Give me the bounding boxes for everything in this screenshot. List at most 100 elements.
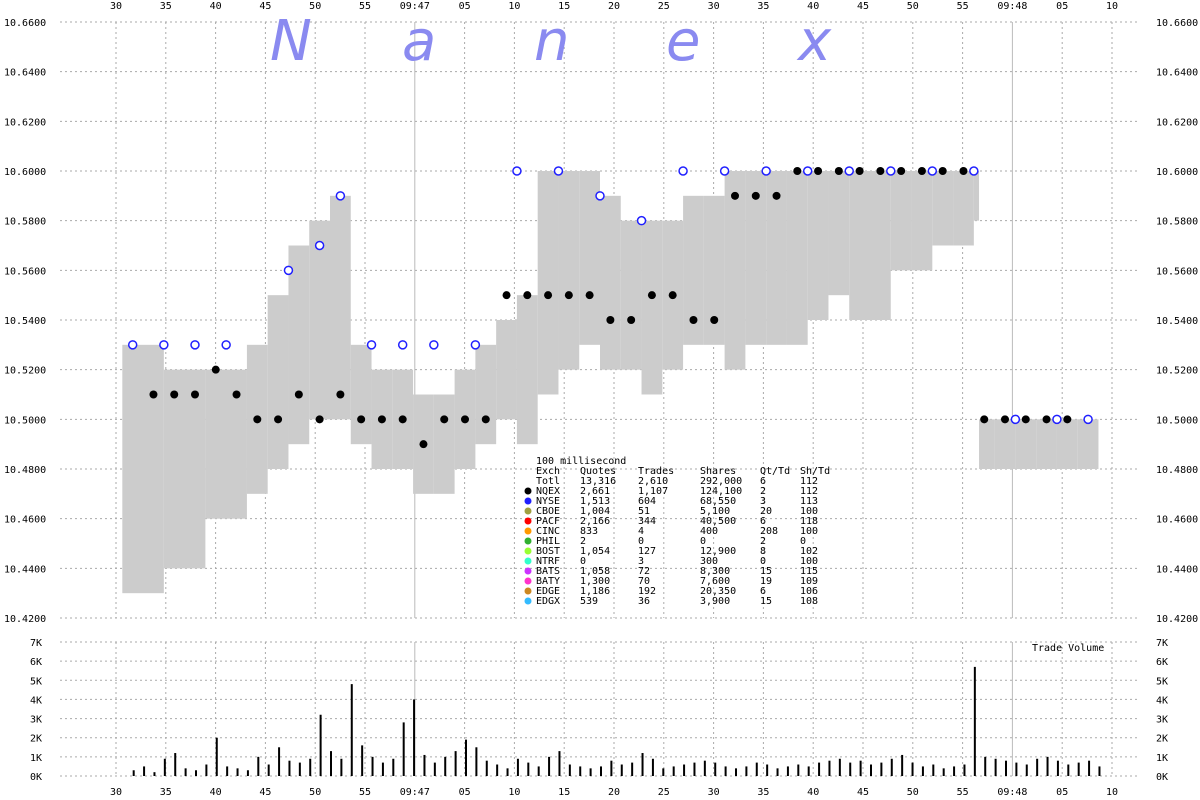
stats-header: Sh/Td (800, 466, 830, 477)
volume-bar (973, 666, 976, 776)
stats-cell: 1,058 (580, 566, 610, 577)
y-tick-label-left: 10.5200 (4, 366, 46, 377)
price-band-segment (600, 195, 621, 370)
price-band-segment (766, 171, 787, 345)
stats-cell: 0 (760, 556, 766, 567)
bid-marker (211, 365, 220, 374)
volume-bar (600, 766, 602, 776)
stats-cell: 208 (760, 526, 778, 537)
volume-bar (267, 764, 270, 776)
bid-marker (668, 291, 677, 300)
bid-marker (959, 167, 968, 175)
x-tick-label-top: 10 (508, 1, 520, 12)
price-band-segment (745, 171, 767, 345)
stats-cell: 51 (638, 506, 650, 517)
stats-cell: NQEX (536, 486, 560, 497)
stats-cell: 72 (638, 566, 650, 577)
price-band-segment (163, 369, 206, 569)
volume-tick-right: 4K (1156, 695, 1168, 706)
bid-marker (1063, 415, 1072, 424)
volume-bar (755, 762, 758, 776)
bid-marker (191, 390, 199, 399)
bid-marker (710, 316, 719, 324)
y-tick-label-right: 10.5200 (1156, 366, 1198, 377)
volume-bar (932, 764, 935, 776)
stats-cell: BOST (536, 546, 560, 557)
bid-marker (253, 415, 262, 424)
volume-bar (620, 764, 623, 776)
quote-markers (127, 166, 1093, 449)
x-tick-label-top: 25 (658, 1, 670, 12)
volume-bar (174, 753, 177, 776)
ask-marker (314, 240, 325, 251)
bid-marker (440, 415, 449, 424)
price-band-segment (979, 419, 995, 469)
stats-cell: 1,107 (638, 486, 668, 497)
x-tick-label-top: 09:48 (997, 1, 1027, 12)
stats-row-swatch (524, 547, 532, 555)
volume-bar (132, 770, 135, 776)
stats-cell: 112 (800, 486, 818, 497)
x-tick-label-top: 45 (259, 1, 271, 12)
bid-marker (855, 167, 864, 175)
volume-bar (714, 762, 717, 776)
stats-cell: CINC (536, 526, 560, 537)
stats-cell: 0 (638, 536, 644, 547)
stats-cell: 20,350 (700, 586, 736, 597)
volume-bar (818, 762, 821, 776)
stats-cell: 100 (800, 526, 818, 537)
price-band-segment (911, 171, 933, 271)
volume-bar (651, 758, 654, 776)
x-tick-label-bottom: 55 (957, 787, 969, 798)
y-tick-label-left: 10.5600 (4, 266, 46, 277)
bid-marker (1042, 415, 1051, 424)
stats-cell: 5,100 (700, 506, 730, 517)
bid-marker (419, 440, 428, 449)
volume-bar (475, 747, 478, 776)
bid-marker (481, 415, 490, 424)
volume-bar (205, 764, 208, 776)
stats-header: Quotes (580, 466, 616, 477)
stats-cell: 539 (580, 596, 598, 607)
stats-row-swatch (524, 487, 532, 495)
x-tick-label-bottom: 50 (309, 787, 321, 798)
volume-bar (672, 766, 675, 776)
x-tick-label-bottom: 20 (608, 787, 620, 798)
volume-bar (589, 768, 592, 776)
volume-bar (215, 737, 218, 776)
ask-marker (761, 166, 771, 176)
x-tick-label-top: 55 (957, 1, 969, 12)
stats-cell: PACF (536, 516, 560, 527)
volume-bar (859, 760, 862, 776)
x-tick-label-top: 40 (210, 1, 222, 12)
bid-marker (502, 291, 511, 300)
stats-cell: 1,300 (580, 576, 610, 587)
bid-marker (564, 291, 573, 300)
price-band (122, 171, 1099, 594)
volume-bar (465, 739, 467, 776)
bid-marker (627, 316, 636, 324)
volume-bar (278, 747, 281, 776)
stats-cell: Totl (536, 476, 560, 487)
volume-bar (994, 758, 997, 776)
x-tick-label-bottom: 30 (708, 787, 720, 798)
stats-row-swatch (524, 507, 532, 515)
stats-cell: 15 (760, 566, 772, 577)
volume-bar (745, 766, 748, 776)
price-band-segment (475, 344, 497, 445)
volume-bar (880, 762, 883, 776)
stats-row-swatch (524, 597, 532, 605)
volume-bar (496, 764, 499, 776)
x-tick-label-top: 55 (359, 1, 371, 12)
bid-marker (606, 316, 615, 324)
stats-cell: BATS (536, 566, 560, 577)
ask-marker (595, 191, 605, 201)
volume-bar (236, 768, 239, 776)
volume-bar (1088, 760, 1091, 776)
volume-bar (890, 758, 893, 776)
price-band-segment (516, 295, 538, 445)
y-tick-label-left: 10.6400 (4, 68, 46, 79)
volume-bar (423, 754, 426, 776)
stats-cell: 1,186 (580, 586, 610, 597)
